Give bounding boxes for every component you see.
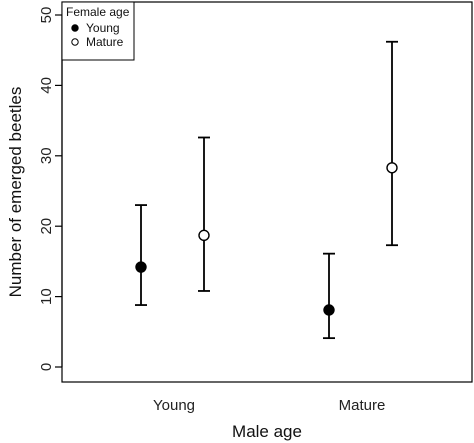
x-tick-label: Mature xyxy=(339,397,386,414)
x-tick-label: Young xyxy=(153,397,195,414)
x-axis: Young Mature xyxy=(153,397,385,414)
y-tick-label: 0 xyxy=(38,363,55,371)
y-tick-label: 40 xyxy=(38,77,55,94)
y-tick-label: 50 xyxy=(38,7,55,24)
legend-marker xyxy=(71,38,79,46)
data-point xyxy=(135,261,147,273)
x-axis-title: Male age xyxy=(232,422,302,441)
y-tick-label: 20 xyxy=(38,218,55,235)
legend-label: Young xyxy=(86,21,120,35)
y-tick-label: 10 xyxy=(38,288,55,305)
y-axis: 0 10 20 30 40 50 xyxy=(38,7,63,371)
legend-title: Female age xyxy=(66,5,130,19)
legend-label: Mature xyxy=(86,35,124,49)
y-axis-title: Number of emerged beetles xyxy=(6,87,25,298)
legend-marker xyxy=(71,24,79,32)
data-point xyxy=(323,304,335,316)
data-point xyxy=(386,162,398,174)
data-marks xyxy=(135,40,398,340)
data-point xyxy=(198,229,210,242)
y-tick-label: 30 xyxy=(38,147,55,164)
